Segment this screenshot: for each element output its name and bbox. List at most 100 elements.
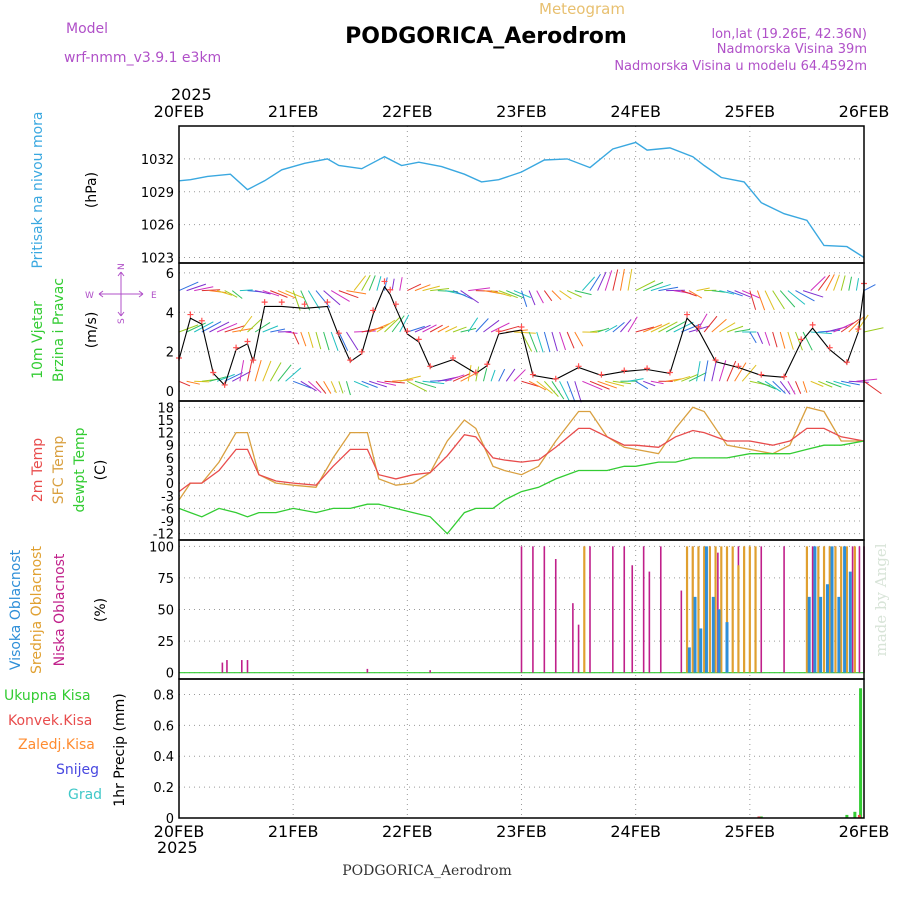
wind-arrow [688, 290, 703, 299]
wind-arrow [330, 290, 350, 302]
wind-arrow [681, 373, 699, 382]
top-year-label: 2025 [171, 85, 212, 104]
total-rain-bar [845, 814, 849, 818]
wind-arrow [764, 380, 782, 393]
bottom-date-labels: 20FEB 21FEB 22FEB 23FEB 24FEB 25FEB 26FEB [154, 822, 890, 841]
wind-arrow [422, 380, 445, 385]
wind-arrow [566, 381, 576, 403]
wind-gust-mark [843, 359, 850, 366]
wind-arrow [498, 290, 518, 299]
wind-arrow [726, 360, 737, 382]
wind-arrow [605, 380, 625, 387]
wind-arrow [779, 380, 791, 395]
wind-arrow [734, 328, 751, 333]
wind-arrow [429, 324, 443, 333]
y-tick-label: 15 [157, 414, 174, 429]
cloud-legend: Visoka Oblacnost Srednja Oblacnost Niska… [8, 546, 109, 674]
wind-arrow [619, 268, 625, 291]
hail-label: Grad [68, 787, 102, 803]
total-rain-bar [853, 811, 857, 818]
wind-arrow [696, 361, 701, 382]
wind-arrow [269, 362, 282, 382]
wind-arrow [216, 322, 238, 333]
wind-arrow [315, 380, 327, 394]
wind-unit: (m/s) [84, 312, 100, 349]
wind-arrow [658, 321, 678, 333]
wind-gust-mark [809, 321, 816, 328]
wind-gust-mark [826, 344, 833, 351]
wind-arrow [277, 290, 297, 299]
wind-arrow [643, 380, 656, 387]
wind-arrow [848, 276, 853, 291]
wind-gust-mark [472, 369, 479, 376]
wind-arrow [391, 278, 395, 291]
bottom-date-tick: 20FEB [154, 822, 205, 841]
wind-arrow [407, 283, 422, 292]
wind-arrow [384, 380, 405, 384]
wind-gust-mark [415, 336, 422, 343]
sfc-temp-line [178, 406, 864, 501]
wind-arrow [543, 331, 551, 353]
wind-arrow [468, 287, 491, 292]
wind-arrow [734, 290, 752, 298]
wind-arrow [528, 290, 536, 306]
wind-arrow [551, 290, 562, 301]
conv-rain-bar [757, 816, 761, 818]
wind-gust-mark [798, 336, 805, 343]
wind-arrow [749, 290, 757, 310]
wind-arrow [490, 322, 510, 333]
wind-arrow [376, 276, 382, 291]
wind-arrow [597, 327, 610, 333]
wind-gust-mark [244, 338, 251, 345]
wind-arrow [338, 290, 359, 299]
wind-arrow [399, 277, 403, 291]
wind-gust-mark [324, 299, 331, 306]
bottom-date-tick: 24FEB [610, 822, 661, 841]
wind-arrow [635, 280, 656, 292]
y-tick-label: 6 [166, 452, 174, 467]
wind-arrow [719, 290, 735, 295]
wind-arrow [833, 322, 854, 333]
wind-gust-mark [855, 326, 862, 333]
wind-gust-mark [666, 369, 673, 376]
wind-arrow [239, 289, 253, 292]
wind-gust-mark [552, 375, 559, 382]
wind-arrow [285, 331, 298, 334]
wind-arrow [795, 331, 803, 351]
wind-arrow [787, 331, 794, 350]
wind-arrow [833, 274, 840, 291]
wind-arrow [224, 325, 246, 333]
snow-label: Snijeg [56, 762, 99, 778]
bottom-date-tick: 22FEB [382, 822, 433, 841]
wind-arrow [270, 328, 286, 333]
wind-gust-mark [404, 328, 411, 335]
wind-arrow [216, 290, 233, 296]
wind-arrow [490, 290, 512, 297]
wind-arrow [741, 364, 757, 382]
wind-gust-mark [198, 317, 205, 324]
wind-arrow [391, 315, 405, 333]
y-tick-label: 3 [166, 465, 174, 480]
wind-gust-mark [598, 371, 605, 378]
wind-arrow [604, 324, 618, 333]
wind-arrow [764, 331, 771, 346]
wind-gust-mark [261, 299, 268, 306]
precip-legend: Ukupna Kisa Konvek.Kisa Zaledj.Kisa Snij… [4, 688, 128, 807]
wind-arrow [346, 331, 359, 351]
wind-arrow [627, 378, 644, 382]
wind-arrow [772, 331, 778, 348]
wind-arrow [559, 381, 570, 402]
wind-arrow [779, 331, 786, 349]
pressure-legend: Pritisak na nivou mora (hPa) [30, 111, 100, 268]
wind-arrow [521, 380, 539, 387]
wind-arrow [863, 327, 884, 333]
top-date-tick: 21FEB [268, 102, 319, 121]
wind-arrow [361, 380, 378, 388]
wind-gust-mark [758, 371, 765, 378]
wind-arrow [452, 326, 467, 333]
wind-arrow [460, 290, 479, 304]
wind-arrow [506, 290, 525, 299]
footer-station: PODGORICA_Aerodrom [342, 863, 512, 879]
y-tick-label: 1029 [141, 186, 174, 201]
wind-gust-mark [712, 357, 719, 364]
